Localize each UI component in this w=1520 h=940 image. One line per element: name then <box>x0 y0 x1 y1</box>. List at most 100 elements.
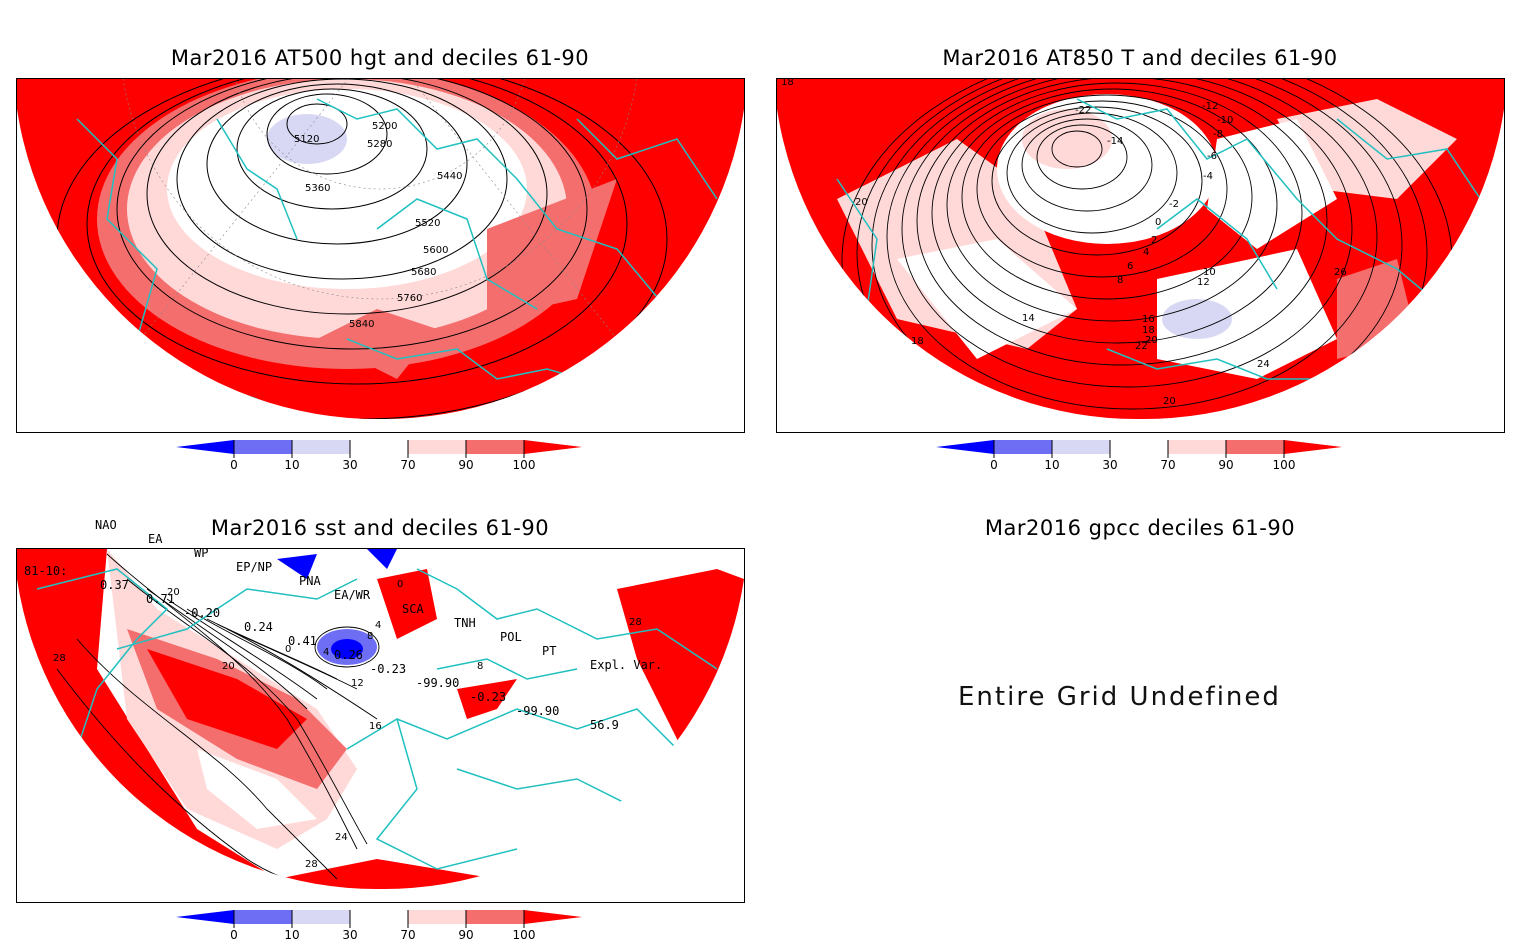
contour-label: 18 <box>781 79 794 88</box>
colorbar-at850: 0 10 30 70 90 100 <box>936 440 1342 472</box>
colorbar-segment <box>176 910 234 924</box>
contour-label: 4 <box>323 647 329 658</box>
contour-label: 6 <box>1127 261 1133 272</box>
colorbar-tick-label: 0 <box>230 928 238 940</box>
index-value: 0.24 <box>244 620 273 634</box>
index-value: -99.90 <box>516 704 560 718</box>
index-header: PT <box>542 644 557 658</box>
panel-title-gpcc: Mar2016 gpcc deciles 61-90 <box>984 516 1296 540</box>
colorbar-tick-label: 90 <box>1218 458 1233 472</box>
contour-label: 0 <box>285 644 291 655</box>
contour-label: 14 <box>1022 313 1035 324</box>
index-header: WP <box>194 546 209 560</box>
index-header: TNH <box>454 616 476 630</box>
index-header: EA/WR <box>334 588 371 602</box>
colorbar-segment <box>292 440 350 454</box>
map-panel-at500: 5120 5200 5280 5360 5440 5520 5600 5680 … <box>16 78 745 433</box>
colorbar-tick-label: 100 <box>513 928 536 940</box>
contour-label: 22 <box>1135 341 1148 352</box>
index-value: -0.23 <box>370 662 407 676</box>
colorbar-segment <box>234 440 292 454</box>
colorbar-tick-label: 30 <box>1102 458 1117 472</box>
contour-label: 28 <box>629 617 642 628</box>
contour-label: -4 <box>1203 171 1213 182</box>
colorbar-tick-label: 70 <box>400 928 415 940</box>
contour-label: 5760 <box>397 293 422 304</box>
index-header-row: NAO EA WP EP/NP PNA EA/WR SCA TNH POL PT… <box>24 504 684 672</box>
contour-label: 0 <box>1155 217 1161 228</box>
colorbar-segment <box>292 910 350 924</box>
colorbar-segment <box>994 440 1052 454</box>
contour-label: -6 <box>1207 151 1217 162</box>
index-header: EA <box>148 532 163 546</box>
colorbar-segment <box>350 910 408 924</box>
contour-label: -22 <box>1075 105 1091 116</box>
map-panel-sst: 20 28 20 0 4 8 12 16 24 28 0 4 8 28 <box>16 548 745 903</box>
index-value-row: 81-10: 0.37 0.71 -0.20 0.24 0.41 0.26 -0… <box>24 550 684 732</box>
colorbar-segment <box>176 440 234 454</box>
contour-label: 5680 <box>411 267 436 278</box>
contour-label: 16 <box>369 721 382 732</box>
colorbar-at500: 0 10 30 70 90 100 <box>176 440 582 472</box>
contour-label: 20 <box>167 587 180 598</box>
index-header: PNA <box>299 574 321 588</box>
contour-label: 28 <box>305 859 318 870</box>
colorbar-segment <box>1226 440 1284 454</box>
contour-label: 5600 <box>423 245 448 256</box>
contour-label: 0 <box>397 579 403 590</box>
colorbar-segment <box>350 440 408 454</box>
colorbar-segment <box>1110 440 1168 454</box>
colorbar-segment <box>466 910 524 924</box>
index-value: 0.41 <box>288 634 317 648</box>
contour-label: 16 <box>1142 314 1155 325</box>
index-header: POL <box>500 630 522 644</box>
index-value: -0.20 <box>184 606 221 620</box>
panel-title-sst: Mar2016 sst and deciles 61-90 <box>210 516 550 540</box>
index-value: 56.9 <box>590 718 619 732</box>
index-value: -99.90 <box>416 676 460 690</box>
colorbar-tick-label: 10 <box>284 928 299 940</box>
contour-label: 5520 <box>415 218 440 229</box>
contour-label: 8 <box>367 631 373 642</box>
colorbar-segment <box>408 440 466 454</box>
colorbar-segment <box>1168 440 1226 454</box>
contour-label: -8 <box>1213 129 1223 140</box>
colorbar-segment <box>408 910 466 924</box>
colorbar-segment <box>466 440 524 454</box>
colorbar-sst: 0 10 30 70 90 100 <box>176 910 582 940</box>
panel-title-at500: Mar2016 AT500 hgt and deciles 61-90 <box>170 46 590 70</box>
colorbar-tick-label: 100 <box>1273 458 1296 472</box>
colorbar-segment <box>1284 440 1342 454</box>
colorbar-tick-label: 100 <box>513 458 536 472</box>
contour-label: 18 <box>911 336 924 347</box>
colorbar-tick-label: 90 <box>458 928 473 940</box>
index-value: -0.23 <box>470 690 507 704</box>
colorbar-tick-label: 10 <box>284 458 299 472</box>
colorbar-tick-label: 70 <box>1160 458 1175 472</box>
index-value: 0.71 <box>146 592 175 606</box>
contour-label: -12 <box>1202 101 1218 112</box>
index-table: NAO EA WP EP/NP PNA EA/WR SCA TNH POL PT… <box>24 476 684 732</box>
map-panel-at850: 18 -22 -14 -12 -10 -8 -6 -4 -2 0 2 4 6 8… <box>776 78 1505 433</box>
contour-label: 8 <box>477 661 483 672</box>
index-header: NAO <box>95 518 117 532</box>
contour-label: 20 <box>1145 335 1158 346</box>
contour-label: 5120 <box>294 134 319 145</box>
contour-label: -14 <box>1107 136 1123 147</box>
colorbar-tick-label: 70 <box>400 458 415 472</box>
contour-label: 12 <box>1197 277 1210 288</box>
colorbar-segment <box>524 440 582 454</box>
contour-label: 10 <box>1203 267 1216 278</box>
contour-label: 5440 <box>437 171 462 182</box>
colorbar-tick-label: 10 <box>1044 458 1059 472</box>
colorbar-tick-label: 0 <box>990 458 998 472</box>
index-row-label: 81-10: <box>24 564 68 578</box>
index-value: 0.26 <box>334 648 363 662</box>
colorbar-tick-label: 0 <box>230 458 238 472</box>
index-header: EP/NP <box>236 560 273 574</box>
contour-label: 4 <box>1143 247 1149 258</box>
contour-label: 5280 <box>367 139 392 150</box>
contour-label: 20 <box>855 197 868 208</box>
contour-label: 24 <box>335 832 348 843</box>
contour-label: 5360 <box>305 183 330 194</box>
